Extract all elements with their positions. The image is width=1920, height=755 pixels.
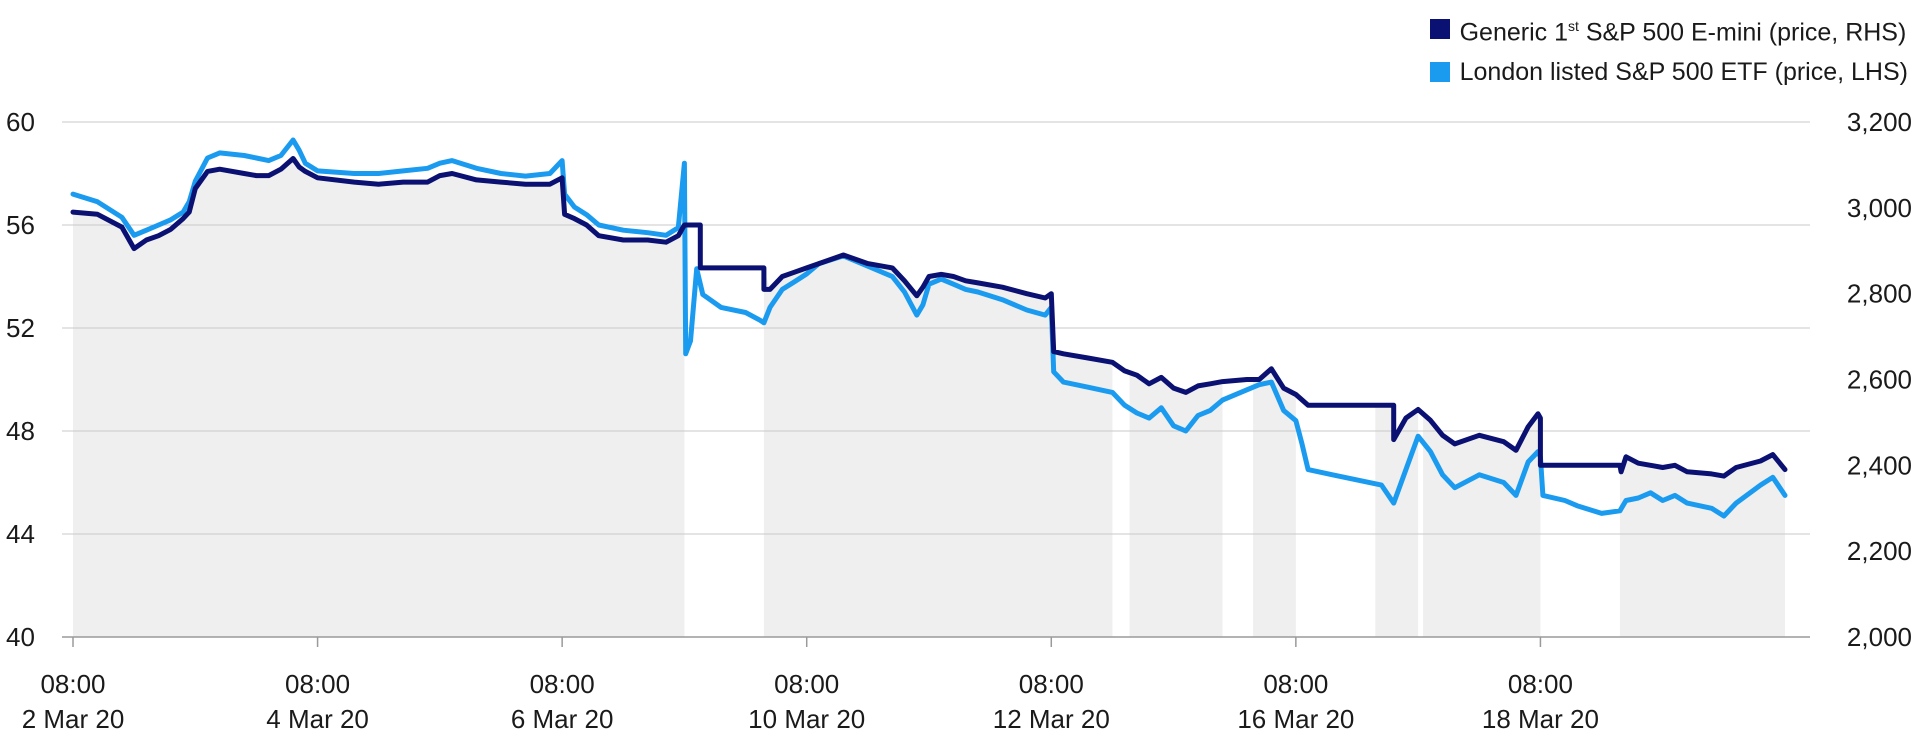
legend-item-etf[interactable]: London listed S&P 500 ETF (price, LHS) bbox=[1429, 52, 1908, 92]
x-tick-date: 16 Mar 20 bbox=[1237, 704, 1354, 734]
area-segment-0 bbox=[73, 158, 685, 637]
y-left-tick-label: 56 bbox=[6, 210, 35, 240]
x-tick-date: 6 Mar 20 bbox=[511, 704, 614, 734]
y-right-tick-label: 3,200 bbox=[1847, 107, 1912, 137]
y-right-tick-label: 2,200 bbox=[1847, 536, 1912, 566]
x-tick-time: 08:00 bbox=[40, 669, 105, 699]
gridlines bbox=[62, 121, 1810, 535]
x-tick-date: 4 Mar 20 bbox=[266, 704, 369, 734]
area-segment-4 bbox=[1375, 405, 1419, 637]
y-right-tick-label: 2,000 bbox=[1847, 622, 1912, 652]
area-segment-1 bbox=[763, 255, 1113, 637]
y-left-tick-label: 48 bbox=[6, 416, 35, 446]
x-tick-time: 08:00 bbox=[285, 669, 350, 699]
legend-label-etf: London listed S&P 500 ETF (price, LHS) bbox=[1459, 58, 1908, 87]
x-tick-time: 08:00 bbox=[1263, 669, 1328, 699]
x-tick-date: 2 Mar 20 bbox=[22, 704, 125, 734]
x-tick-time: 08:00 bbox=[1508, 669, 1573, 699]
legend-swatch-etf bbox=[1429, 62, 1450, 83]
y-axis-right: 2,000 2,200 2,400 2,600 2,800 3,000 3,200 bbox=[1847, 107, 1912, 652]
series-line-emini bbox=[70, 156, 1788, 479]
x-axis: 08:00 2 Mar 20 08:00 4 Mar 20 08:00 6 Mar 20 0… bbox=[22, 636, 1810, 734]
y-left-tick-label: 40 bbox=[6, 622, 35, 652]
y-right-tick-label: 3,000 bbox=[1847, 193, 1912, 223]
x-tick-time: 08:00 bbox=[530, 669, 595, 699]
y-left-tick-label: 44 bbox=[6, 519, 35, 549]
area-segment-2 bbox=[1129, 372, 1223, 637]
series-lines bbox=[70, 137, 1788, 519]
y-right-tick-label: 2,600 bbox=[1847, 365, 1912, 395]
legend-swatch-emini bbox=[1429, 19, 1450, 40]
y-right-tick-label: 2,400 bbox=[1847, 450, 1912, 480]
area-segment-5 bbox=[1423, 413, 1541, 637]
area-segment-6 bbox=[1619, 454, 1785, 637]
legend-label-emini: Generic 1st S&P 500 E-mini (price, RHS) bbox=[1459, 18, 1907, 47]
x-tick-date: 12 Mar 20 bbox=[993, 704, 1110, 734]
y-axis-left: 40 44 48 52 56 60 bbox=[6, 107, 35, 652]
area-segment-3 bbox=[1253, 368, 1296, 637]
series-line-etf bbox=[70, 137, 1788, 519]
legend: Generic 1st S&P 500 E-mini (price, RHS) … bbox=[1429, 6, 1908, 92]
x-tick-time: 08:00 bbox=[774, 669, 839, 699]
y-right-tick-label: 2,800 bbox=[1847, 279, 1912, 309]
legend-item-emini[interactable]: Generic 1st S&P 500 E-mini (price, RHS) bbox=[1429, 6, 1908, 52]
x-tick-date: 18 Mar 20 bbox=[1482, 704, 1599, 734]
shaded-area bbox=[73, 158, 1785, 637]
x-tick-time: 08:00 bbox=[1019, 669, 1084, 699]
y-left-tick-label: 52 bbox=[6, 313, 35, 343]
y-left-tick-label: 60 bbox=[6, 107, 35, 137]
x-tick-date: 10 Mar 20 bbox=[748, 704, 865, 734]
